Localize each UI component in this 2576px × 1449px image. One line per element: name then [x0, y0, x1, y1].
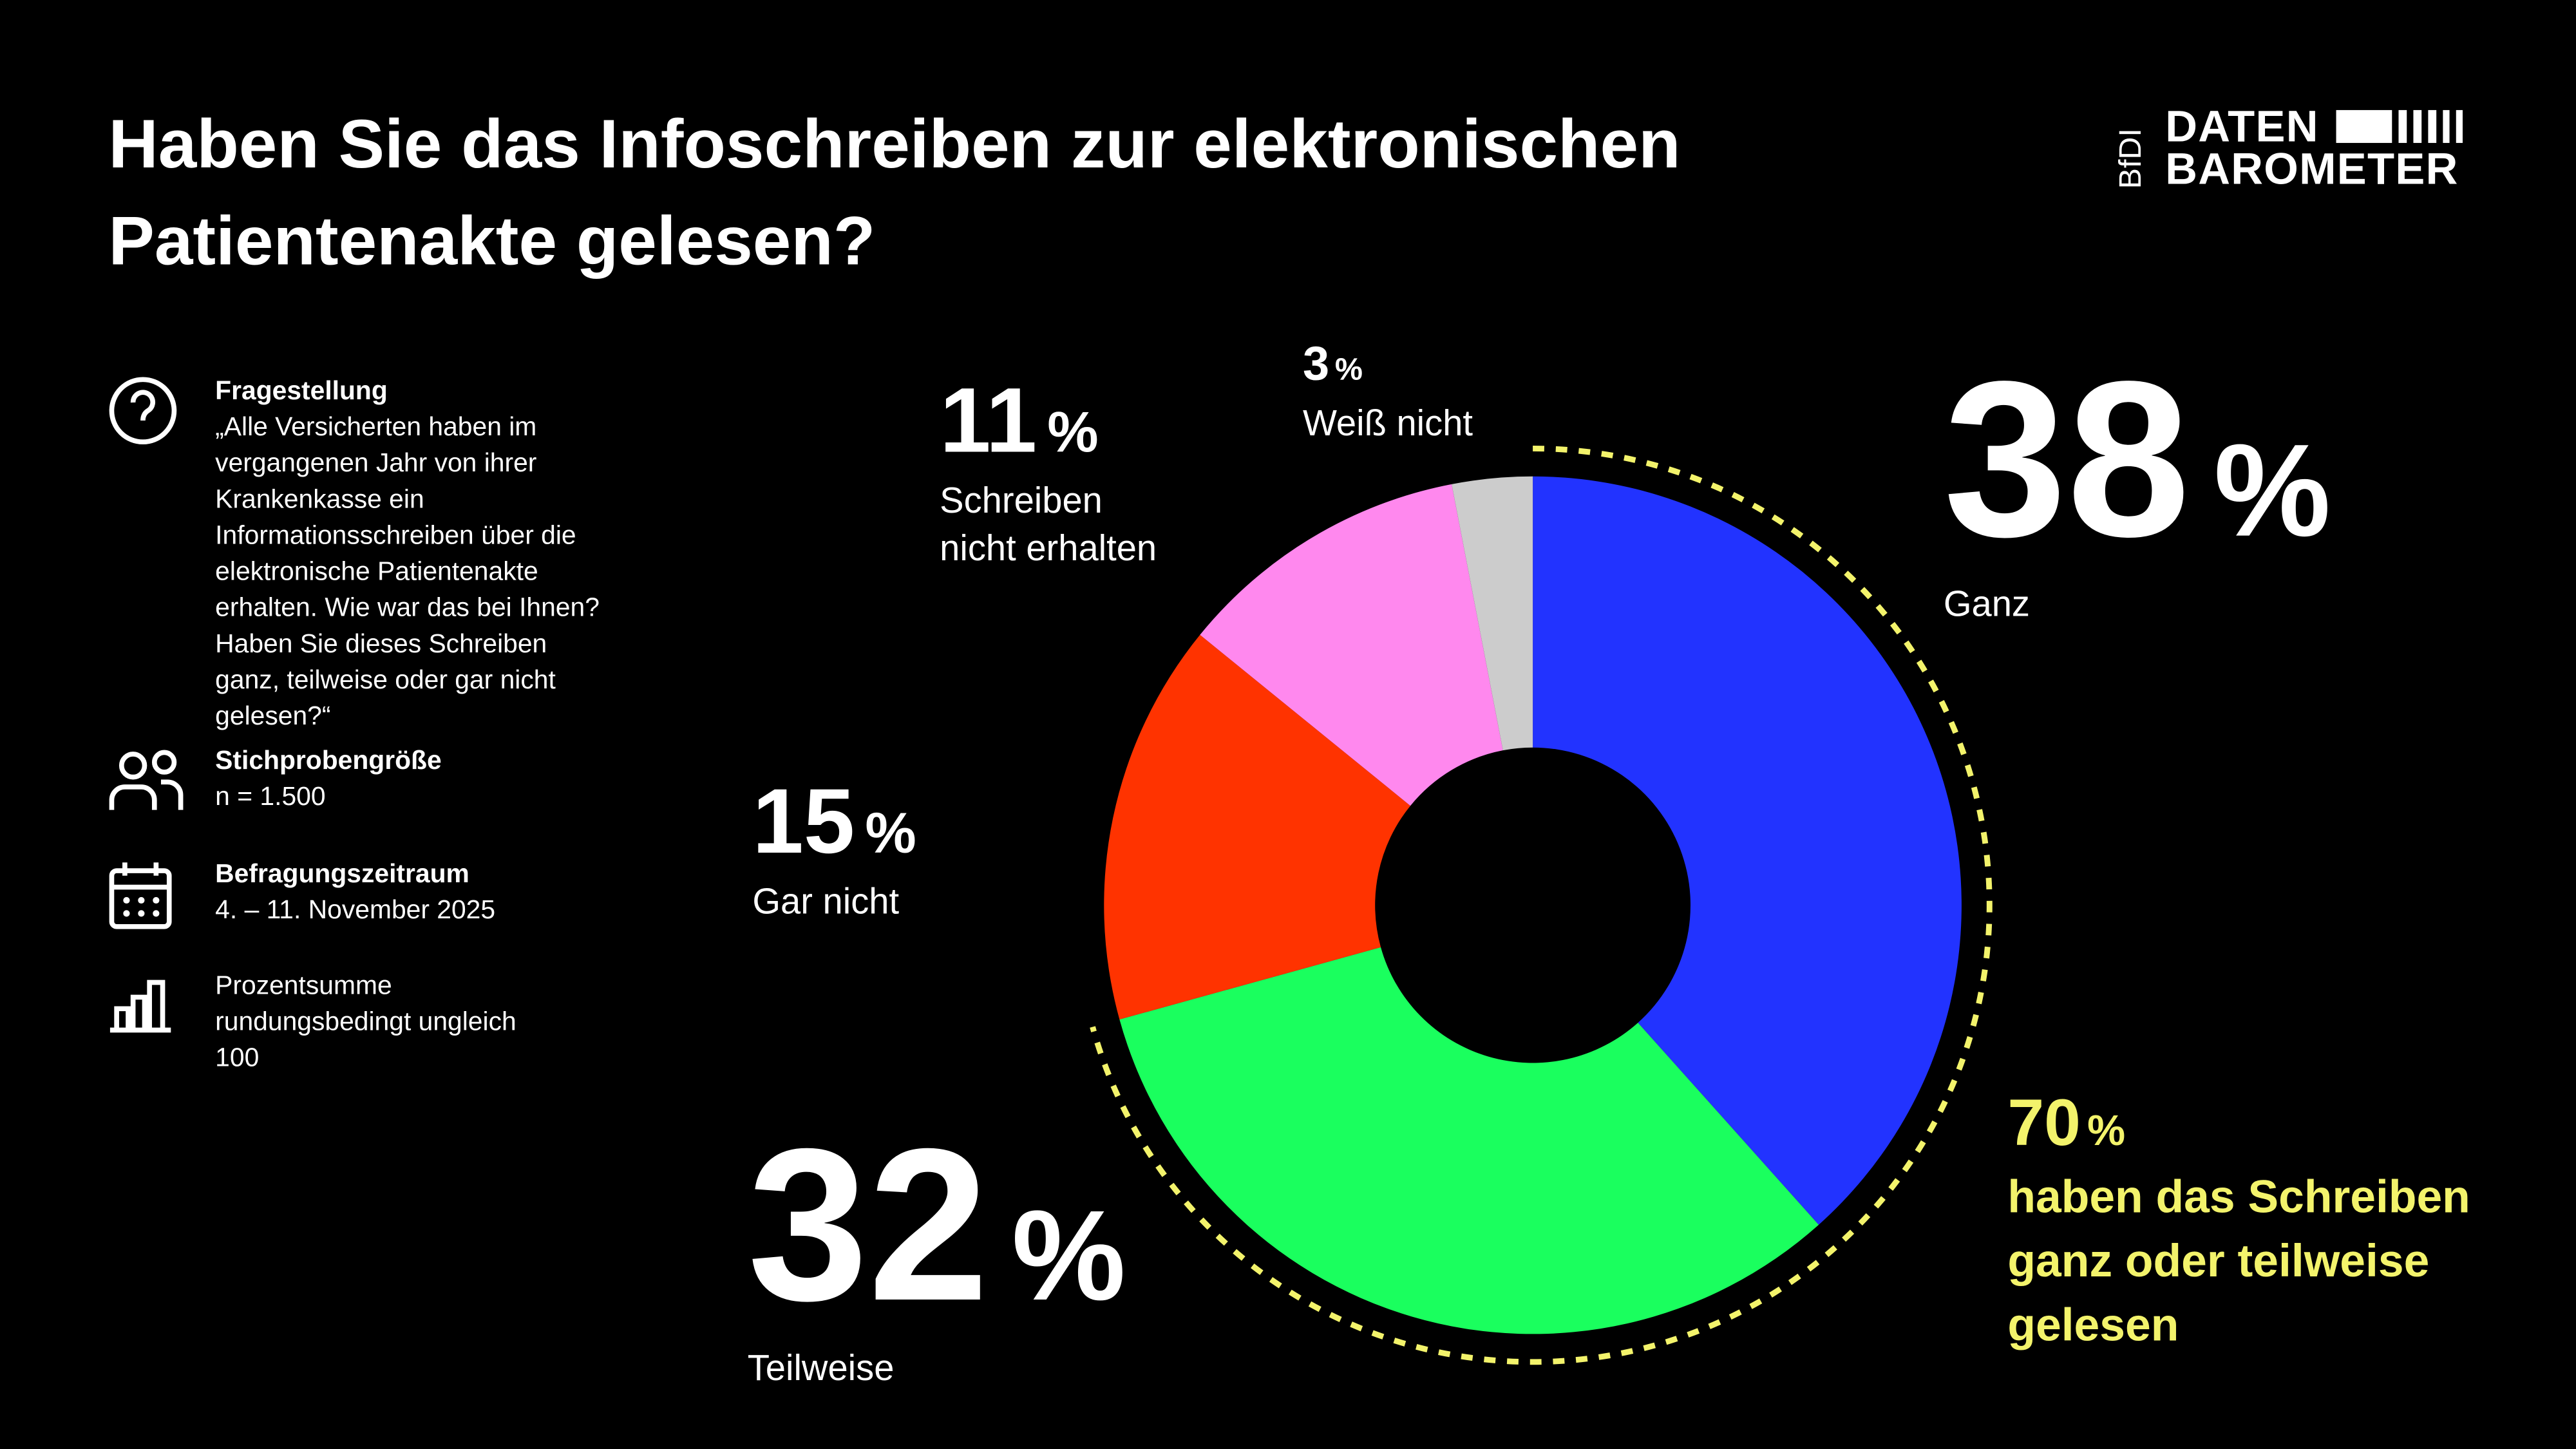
icons: [109, 377, 184, 1033]
calendar-icon: [111, 862, 169, 890]
people-icon: [109, 779, 184, 810]
info-text: n = 1.500: [215, 783, 326, 812]
info-block: Stichprobengröße n = 1.500: [215, 744, 609, 817]
logo-bar: [2413, 109, 2422, 143]
people-icon: [118, 752, 147, 780]
value-unit: %: [1334, 353, 1363, 388]
donut-slice: [1533, 476, 1962, 1225]
donut-slice: [1119, 947, 1819, 1334]
donut-slice: [1104, 634, 1411, 1020]
people-icon: [151, 750, 177, 775]
highlight-arc: [1090, 445, 1993, 1365]
question-mark: [130, 390, 156, 421]
dot: [123, 910, 130, 917]
dot: [153, 896, 160, 904]
data-label: 38% Ganz: [1944, 348, 2331, 628]
category-label: Gar nicht: [752, 880, 900, 922]
annotation-value: 70: [2007, 1087, 2081, 1160]
logo-org: BfDI: [2113, 128, 2148, 189]
info-heading: Fragestellung: [215, 377, 388, 406]
annotation-unit: %: [2087, 1105, 2126, 1155]
logo-bars: [2336, 109, 2463, 143]
donut-slice: [1200, 484, 1503, 806]
value-line: 32%: [748, 1116, 1126, 1334]
bars-icon: [109, 980, 171, 1033]
info-block: Fragestellung „Alle Versicherten haben i…: [215, 375, 609, 736]
data-label: 11% Schreiben nicht erhalten: [940, 374, 1170, 572]
value-label: 11: [940, 368, 1037, 472]
info-heading: Stichprobengröße: [215, 747, 442, 776]
dot: [123, 896, 130, 904]
logo-bar: [2398, 109, 2407, 143]
info-text: Prozentsumme rundungsbedingt ungleich 10…: [215, 972, 516, 1073]
calendar-icon: [109, 868, 172, 929]
value-label: 15: [752, 768, 855, 873]
logo-bar: [2428, 109, 2437, 143]
question-icon: [109, 377, 177, 445]
donut-slice: [1452, 476, 1533, 751]
value-line: 15%: [752, 775, 916, 867]
logo-bar: [2443, 109, 2450, 143]
logo-text: BAROMETER: [2165, 144, 2459, 194]
category-label: Ganz: [1943, 583, 2031, 625]
data-label: 32% Teilweise: [747, 1116, 1126, 1392]
annotation-text: haben das Schreiben ganz oder teilweise …: [2007, 1171, 2470, 1350]
dot: [138, 910, 145, 917]
data-label: 3% Weiß nicht: [1302, 338, 1473, 447]
value-label: 38: [1943, 335, 2190, 583]
value-unit: %: [1047, 401, 1099, 465]
value-line: 3%: [1302, 338, 1473, 392]
value-unit: %: [2213, 417, 2331, 564]
info-block: Befragungszeitraum 4. – 11. November 202…: [215, 858, 609, 930]
info-text: „Alle Versicherten haben im vergangenen …: [215, 413, 600, 732]
value-label: 32: [747, 1104, 989, 1346]
value-line: 38%: [1944, 348, 2331, 570]
title: Haben Sie das Infoschreiben zur elektron…: [108, 105, 1681, 279]
dot: [153, 910, 160, 917]
category-label: Weiß nicht: [1302, 402, 1473, 444]
logo-bar: [2336, 109, 2392, 143]
value-unit: %: [865, 801, 916, 866]
info-heading: Befragungszeitraum: [215, 860, 469, 889]
value-unit: %: [1012, 1182, 1126, 1328]
logo-text: DATEN: [2165, 102, 2319, 151]
category-label: Schreiben nicht erhalten: [940, 479, 1157, 569]
dot: [138, 896, 145, 904]
logo-bar: [2456, 109, 2463, 143]
value-label: 3: [1302, 338, 1330, 392]
calendar-dots: [123, 896, 160, 917]
data-label: 15% Gar nicht: [752, 775, 916, 925]
category-label: Teilweise: [747, 1347, 895, 1388]
info-block: Prozentsumme rundungsbedingt ungleich 10…: [215, 969, 560, 1077]
info-text: 4. – 11. November 2025: [215, 896, 496, 925]
value-line: 11%: [940, 374, 1170, 467]
annotation: 70% haben das Schreiben ganz oder teilwe…: [2007, 1088, 2500, 1357]
